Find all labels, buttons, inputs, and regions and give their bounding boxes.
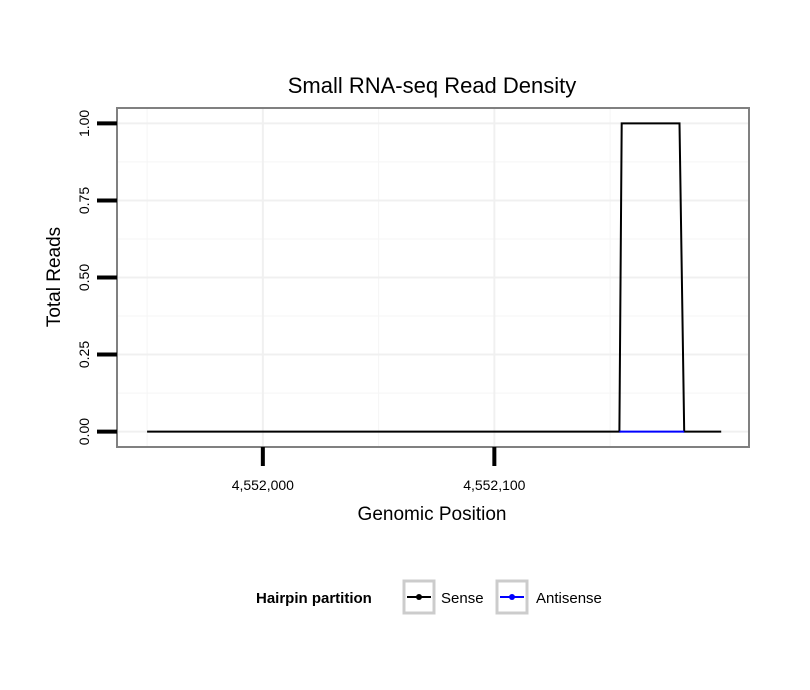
x-axis-ticks: 4,552,000 4,552,100 <box>232 447 526 493</box>
y-axis-ticks: 0.00 0.25 0.50 0.75 1.00 <box>76 110 117 445</box>
legend-entry-sense: Sense <box>402 579 484 615</box>
y-tick-label: 1.00 <box>76 110 92 137</box>
chart-title: Small RNA-seq Read Density <box>288 73 577 98</box>
legend-label-antisense: Antisense <box>536 590 602 607</box>
x-tick-label: 4,552,100 <box>463 477 525 493</box>
y-tick-label: 0.25 <box>76 341 92 368</box>
legend-entry-antisense: Antisense <box>495 579 602 615</box>
y-tick-label: 0.00 <box>76 418 92 445</box>
y-tick-label: 0.75 <box>76 187 92 214</box>
legend: Hairpin partition Sense Antisense <box>256 579 602 615</box>
series-line-sense <box>147 122 722 433</box>
legend-point-sense <box>416 594 422 600</box>
y-axis-title: Total Reads <box>44 227 65 327</box>
legend-label-sense: Sense <box>441 590 484 607</box>
x-axis-title: Genomic Position <box>358 504 507 525</box>
x-tick-label: 4,552,000 <box>232 477 294 493</box>
series-layer <box>147 122 722 433</box>
y-tick-label: 0.50 <box>76 264 92 291</box>
legend-point-antisense <box>509 594 515 600</box>
legend-title: Hairpin partition <box>256 590 372 607</box>
